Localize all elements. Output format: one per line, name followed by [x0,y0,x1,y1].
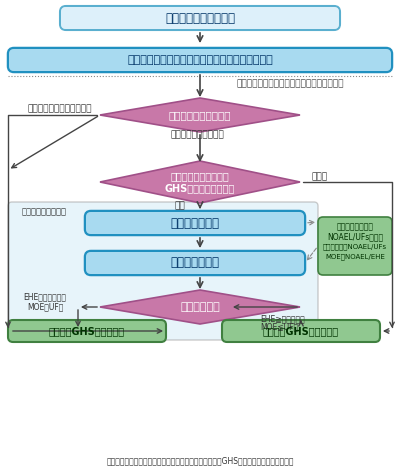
Polygon shape [100,98,300,132]
Text: MOE≦UFｓ: MOE≦UFｓ [260,322,298,331]
Text: EHE＜評価基準値: EHE＜評価基準値 [24,292,66,301]
Text: EHE≧評価基準値: EHE≧評価基準値 [260,314,305,323]
Text: いいえ: いいえ [312,172,328,181]
Text: 有害性のGHS表示：不要: 有害性のGHS表示：不要 [49,326,125,336]
Text: 評価基準値の調査: 評価基準値の調査 [336,222,374,232]
Text: いずれかの区分に該当: いずれかの区分に該当 [170,131,224,140]
Text: 区分外または分類できない: 区分外または分類できない [28,104,92,113]
Text: ハザードに基づく分類: ハザードに基づく分類 [169,110,231,120]
Text: ヒト暴露量推定: ヒト暴露量推定 [170,257,220,269]
Text: 有害性のGHS表示：必要: 有害性のGHS表示：必要 [263,326,339,336]
Text: 評価基準値＝NOAEL/UFs: 評価基準値＝NOAEL/UFs [323,244,387,251]
Text: 慢性的な健康有害性に関するリスク評価に基づく有害性GHS表示の要否の決定プロセス: 慢性的な健康有害性に関するリスク評価に基づく有害性GHS表示の要否の決定プロセス [106,456,294,465]
FancyBboxPatch shape [318,217,392,275]
FancyBboxPatch shape [61,7,339,29]
Text: 以下、慢性的な健康有害性についてのフロー: 以下、慢性的な健康有害性についてのフロー [236,79,344,88]
Text: はい: はい [175,202,185,211]
FancyBboxPatch shape [86,212,304,234]
Text: GHS表示を実施するか: GHS表示を実施するか [165,183,235,193]
FancyBboxPatch shape [60,6,340,30]
FancyBboxPatch shape [8,48,392,72]
Text: 対象製品中の成分調査: 対象製品中の成分調査 [165,11,235,24]
Polygon shape [100,290,300,324]
Text: リスクの判定: リスクの判定 [180,302,220,312]
FancyBboxPatch shape [85,251,305,275]
FancyBboxPatch shape [222,320,380,342]
FancyBboxPatch shape [9,49,391,71]
Text: 本ガイダンスの範囲: 本ガイダンスの範囲 [22,207,66,216]
Text: 対象製品または含有成分のハザードデータの収集: 対象製品または含有成分のハザードデータの収集 [127,55,273,65]
FancyBboxPatch shape [86,252,304,274]
Text: MOE＝NOAEL/EHE: MOE＝NOAEL/EHE [325,254,385,260]
FancyBboxPatch shape [8,320,166,342]
Text: リスク評価に基づいた: リスク評価に基づいた [171,171,229,181]
FancyBboxPatch shape [8,202,318,340]
Text: NOAEL/UFsの調査: NOAEL/UFsの調査 [327,233,383,242]
Polygon shape [100,161,300,203]
Text: MOE＞UFｓ: MOE＞UFｓ [27,303,63,312]
FancyBboxPatch shape [85,211,305,235]
Text: 暴露経路の検討: 暴露経路の検討 [170,217,220,229]
